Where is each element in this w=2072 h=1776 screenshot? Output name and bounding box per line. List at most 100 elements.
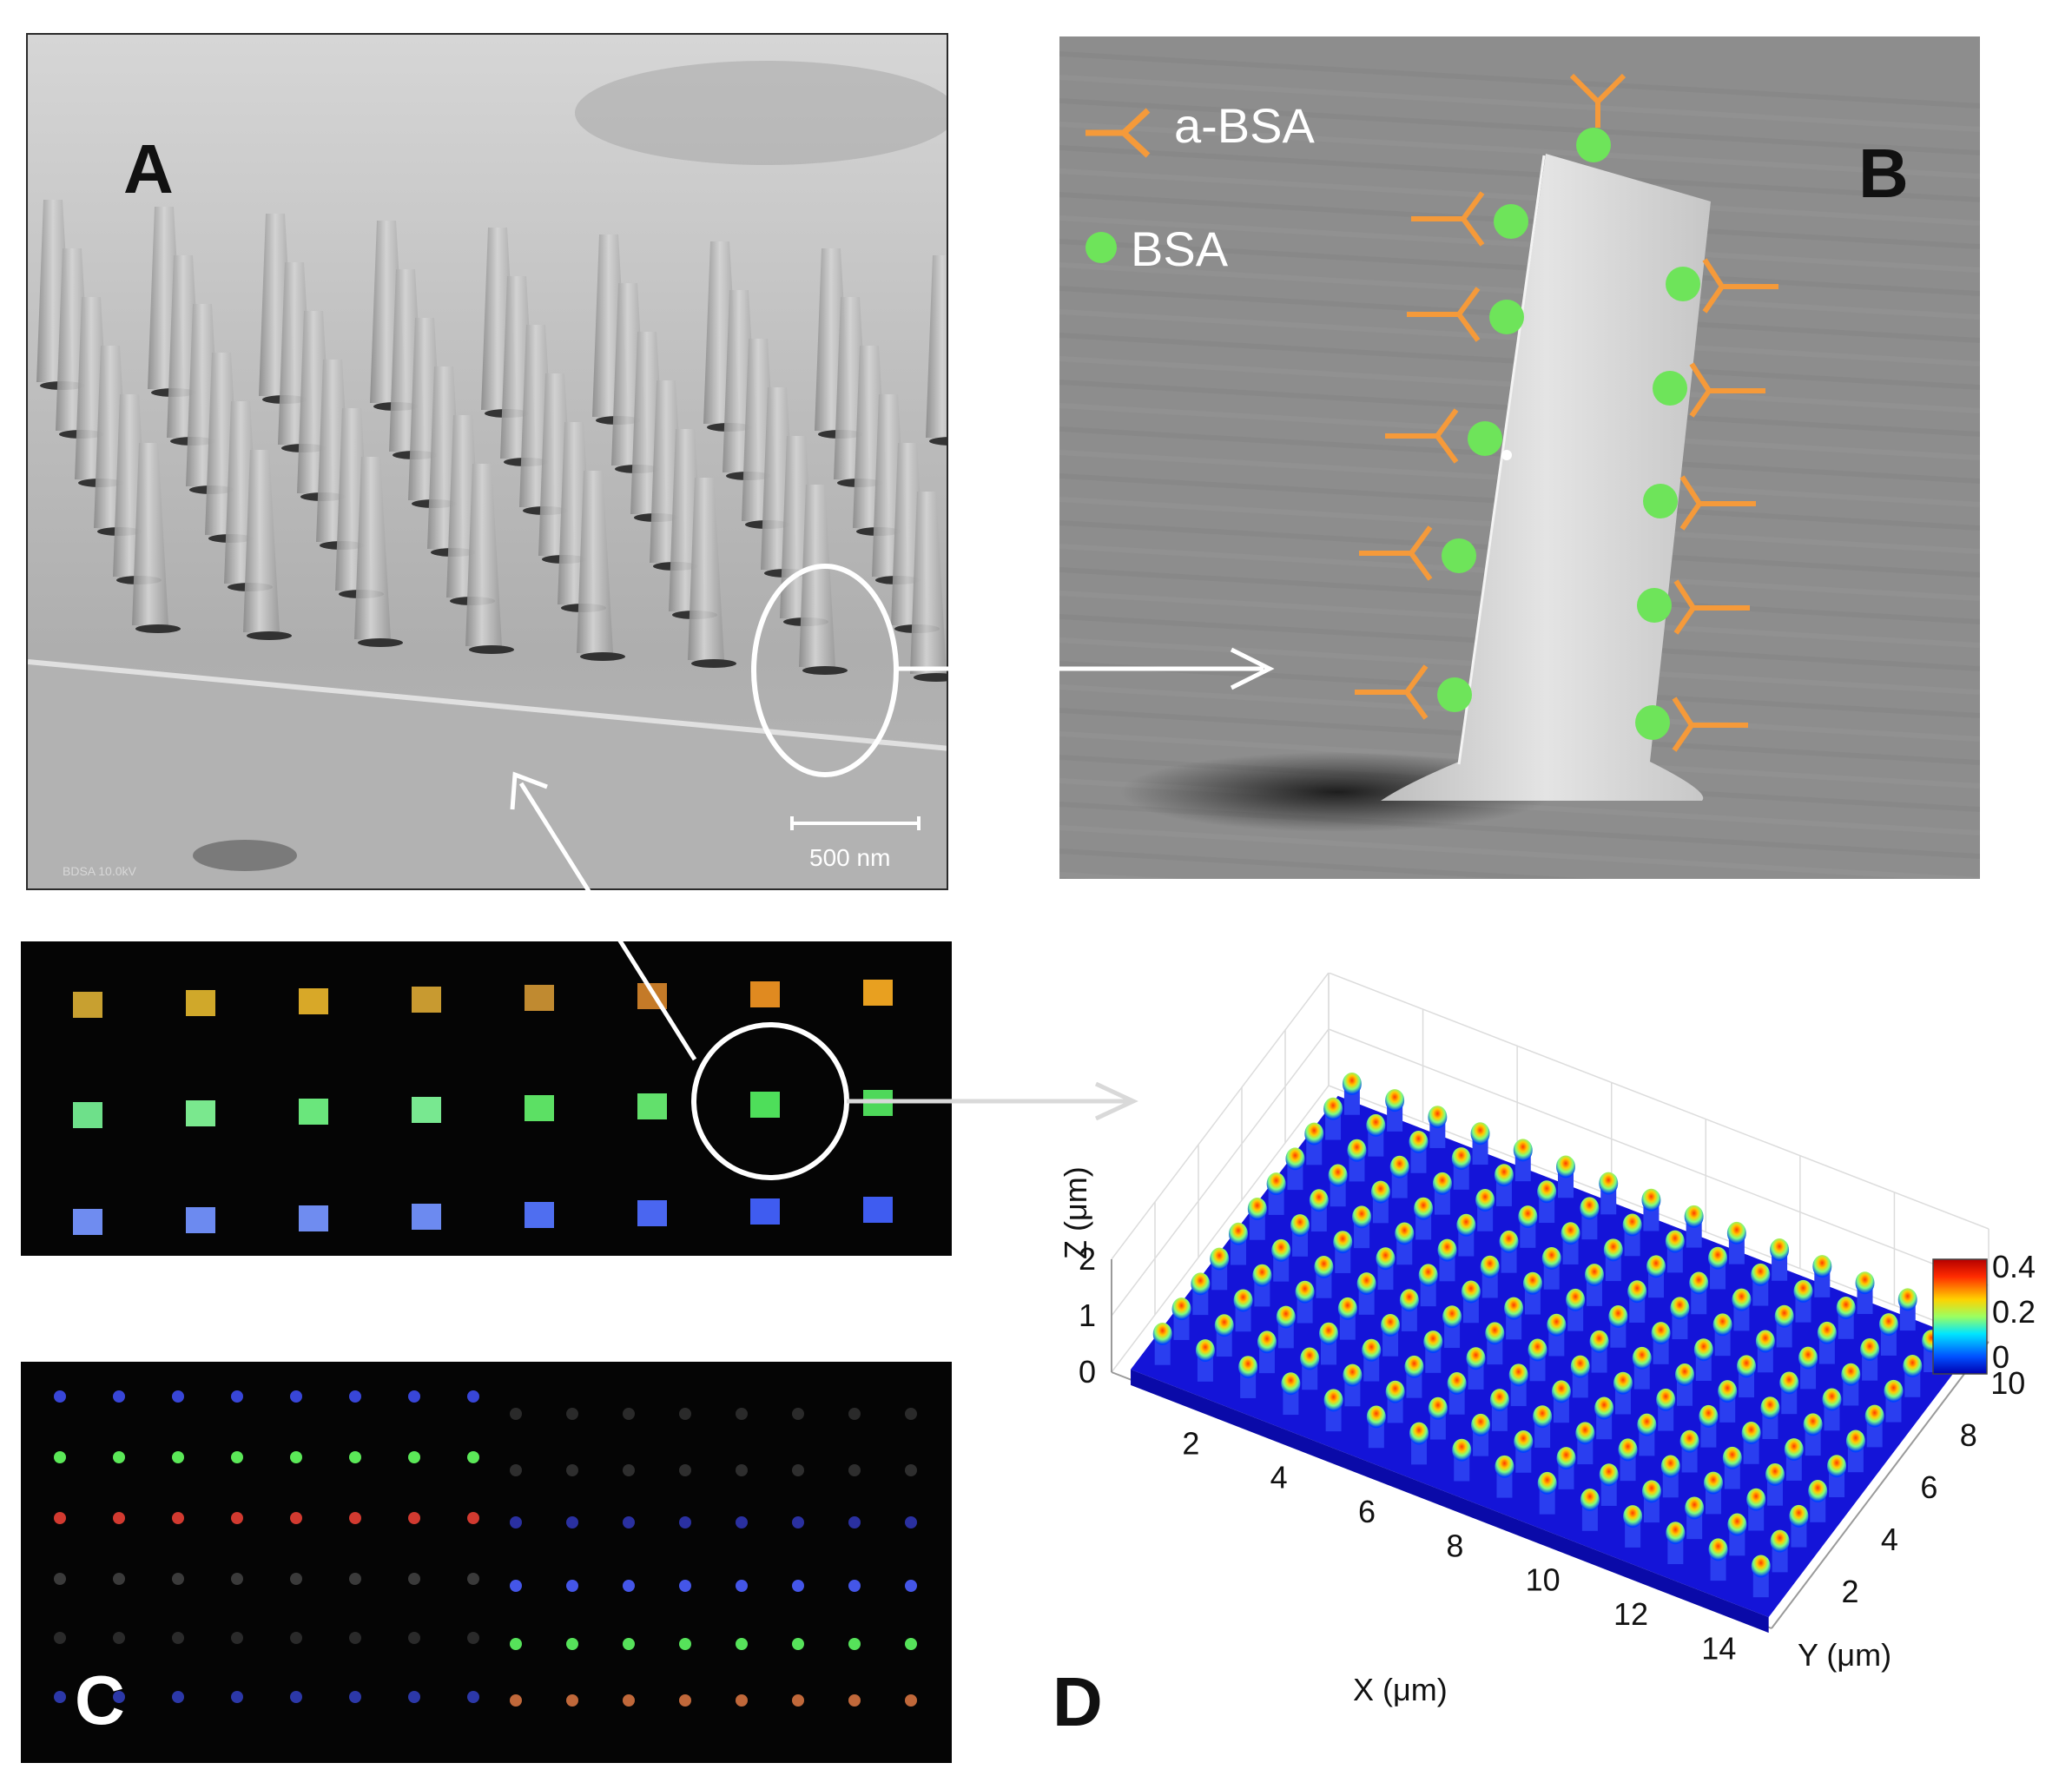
surface-pillar-top (1432, 1172, 1452, 1195)
spot (54, 1691, 66, 1703)
surface-pillar-top (1812, 1255, 1832, 1278)
surface-pillar-top (1751, 1263, 1771, 1286)
spot (467, 1632, 479, 1644)
surface-pillar-top (1489, 1389, 1509, 1412)
spot (736, 1408, 748, 1420)
surface-pillar-top (1257, 1330, 1277, 1354)
sem-pillar-shadow (802, 666, 848, 675)
scale-bar (790, 816, 921, 830)
surface-pillar-top (1522, 1271, 1542, 1295)
spot (467, 1390, 479, 1403)
spot (510, 1408, 522, 1420)
surface-pillar-top (1897, 1288, 1917, 1311)
surface-pillar-top (1452, 1438, 1472, 1462)
surface-pillar-top (1518, 1205, 1538, 1229)
fluorescent-spot (637, 1093, 667, 1119)
surface-pillar-top (1508, 1363, 1528, 1387)
surface-pillar-top (1737, 1355, 1757, 1378)
surface-pillar-top (1381, 1314, 1401, 1337)
spot (349, 1390, 361, 1403)
sem-pillar-shadow (929, 437, 947, 446)
surface-pillar-top (1808, 1480, 1828, 1503)
bsa-dot (1494, 204, 1528, 239)
surface-pillar-top (1632, 1346, 1652, 1370)
surface-pillar-top (1547, 1313, 1567, 1337)
fluorescent-spot (637, 1200, 667, 1226)
axis-edge (1771, 1341, 1990, 1629)
surface-pillar-top (1471, 1413, 1491, 1436)
fluorescence-spot-array (73, 980, 893, 1235)
sem-pillar-shadow (358, 638, 403, 647)
surface-pillar-top (1238, 1356, 1258, 1379)
panel-letter-c: C (75, 1661, 125, 1739)
sem-pillar-array-image (28, 35, 947, 888)
surface-pillar-top (1485, 1322, 1505, 1345)
sem-pillar (688, 478, 724, 660)
spot (679, 1464, 691, 1476)
z-tick-label: 1 (1079, 1297, 1096, 1333)
surface-pillar-top (1755, 1330, 1775, 1353)
surface-pillar-top (1366, 1113, 1386, 1137)
spot (792, 1408, 804, 1420)
colorbar-tick-max: 0.4 (1992, 1249, 2036, 1284)
spot (172, 1512, 184, 1524)
grid-line (1111, 973, 1330, 1260)
surface-pillar-top (1836, 1297, 1856, 1320)
surface-pillar-top (1864, 1404, 1884, 1428)
sem-pillar (132, 443, 168, 625)
spot (54, 1451, 66, 1463)
surface-pillar-top (1290, 1214, 1310, 1238)
fluorescent-spot (525, 985, 554, 1011)
sem-pillar (243, 450, 280, 632)
surface-pillar-top (1504, 1297, 1524, 1320)
surface-pillar-top (1399, 1289, 1419, 1312)
surface-pillar-top (1304, 1122, 1324, 1145)
surface-pillar-top (1708, 1246, 1728, 1270)
x-tick-label: 6 (1358, 1494, 1376, 1529)
spot (792, 1580, 804, 1592)
surface-pillar-top (1494, 1164, 1514, 1187)
grid-line (1328, 973, 1990, 1230)
spot (566, 1408, 578, 1420)
fluorescent-spot (73, 1209, 102, 1235)
surface-pillar-top (1674, 1363, 1694, 1387)
sem-pillar (577, 471, 613, 653)
surface-pillar-top (1152, 1322, 1172, 1345)
surface-pillar-top (1333, 1231, 1353, 1254)
spot (905, 1464, 917, 1476)
spot (792, 1694, 804, 1707)
spot (905, 1580, 917, 1592)
surface-pillar-top (1603, 1238, 1623, 1262)
surface-pillar-top (1395, 1222, 1415, 1245)
spot (736, 1694, 748, 1707)
texture-streak (1059, 122, 1980, 179)
colorbar (1932, 1258, 1988, 1375)
surface-pillar-top (1732, 1288, 1752, 1311)
spot (510, 1464, 522, 1476)
surface-side (1131, 1369, 1769, 1634)
surface (1131, 1072, 1976, 1634)
texture-streak (1059, 75, 1980, 132)
surface-pillar-top (1356, 1272, 1376, 1296)
spot (231, 1632, 243, 1644)
spot (290, 1632, 302, 1644)
fluorescent-spot (750, 981, 780, 1007)
surface-pillar-top (1666, 1522, 1686, 1545)
spot (905, 1516, 917, 1528)
surface-pillar-top (1466, 1347, 1486, 1370)
surface-pillar-top (1428, 1396, 1448, 1420)
surface-pillar-top (1343, 1363, 1363, 1387)
y-tick-label: 2 (1841, 1574, 1858, 1609)
surface-pillar-top (1684, 1205, 1704, 1228)
spot (408, 1632, 420, 1644)
fluorescent-spot (412, 1204, 441, 1230)
surface-pillar-top (1789, 1504, 1809, 1528)
spot (623, 1408, 635, 1420)
bsa-dot (1637, 588, 1672, 623)
antibody (1434, 408, 1459, 464)
antibody (1460, 191, 1485, 247)
x-axis-label: X (μm) (1353, 1672, 1448, 1707)
surface-pillar-top (1389, 1155, 1409, 1178)
spot (349, 1573, 361, 1585)
